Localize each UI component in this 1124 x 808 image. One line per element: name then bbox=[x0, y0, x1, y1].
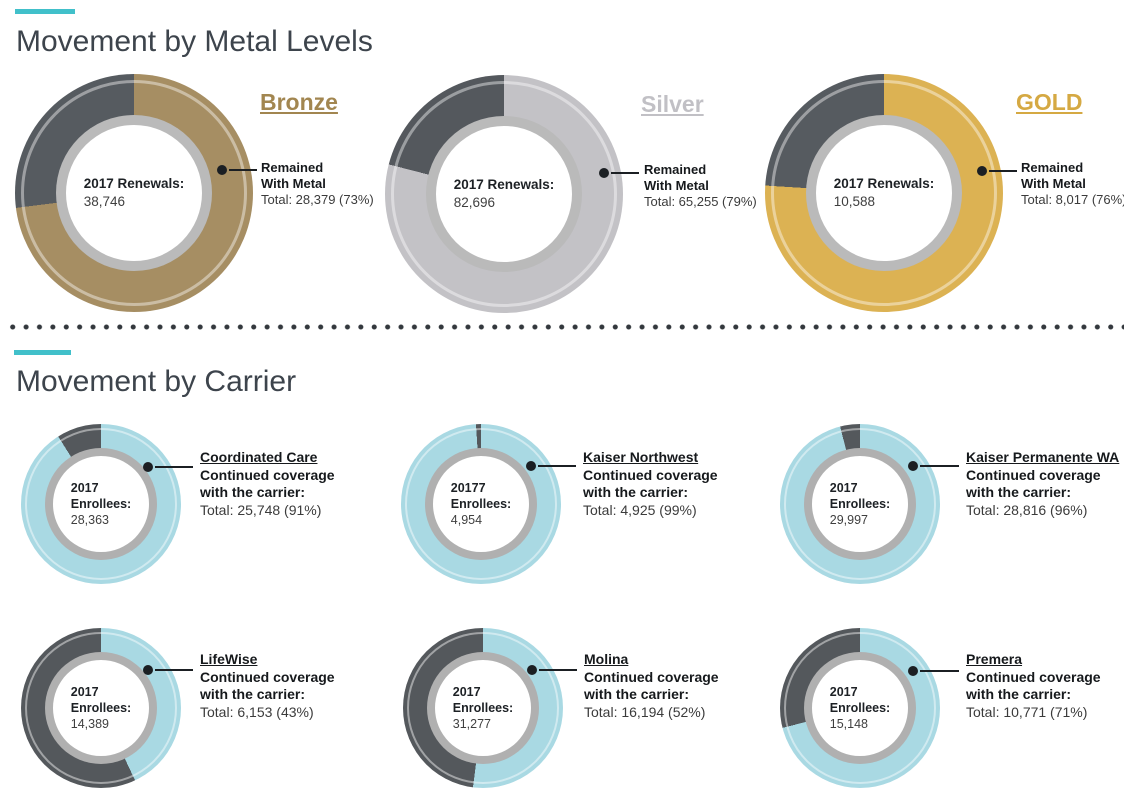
bronze-callout-dot-icon bbox=[217, 165, 227, 175]
premera-center-label: 2017 Enrollees: 15,148 bbox=[829, 685, 891, 731]
kaiser-permanente-wa-callout-dot-icon bbox=[908, 461, 918, 471]
section2-accent-bar bbox=[14, 350, 71, 355]
lifewise-callout-line bbox=[155, 669, 193, 671]
lifewise-callout-text: LifeWise Continued coverage with the car… bbox=[200, 651, 335, 720]
silver-label: Silver bbox=[641, 91, 704, 117]
kaiser-northwest-donut-chart: 20177 Enrollees: 4,954 bbox=[401, 424, 561, 584]
bronze-donut-chart: 2017 Renewals: 38,746 bbox=[15, 74, 253, 312]
kaiser-permanente-wa-center-label: 2017 Enrollees: 29,997 bbox=[829, 481, 891, 527]
coordinated-care-callout-line bbox=[155, 466, 193, 468]
bronze-center-label: 2017 Renewals: 38,746 bbox=[83, 176, 185, 209]
kaiser-northwest-center-label: 20177 Enrollees: 4,954 bbox=[450, 481, 512, 527]
lifewise-center-label: 2017 Enrollees: 14,389 bbox=[70, 685, 132, 731]
bronze-label: Bronze bbox=[260, 89, 338, 115]
molina-callout-dot-icon bbox=[527, 665, 537, 675]
section1-accent-bar bbox=[15, 9, 75, 14]
coordinated-care-center-label: 2017 Enrollees: 28,363 bbox=[70, 481, 132, 527]
lifewise-callout-dot-icon bbox=[143, 665, 153, 675]
premera-donut-chart: 2017 Enrollees: 15,148 bbox=[780, 628, 940, 788]
gold-donut-chart: 2017 Renewals: 10,588 bbox=[765, 74, 1003, 312]
kaiser-permanente-wa-callout-text: Kaiser Permanente WA Continued coverage … bbox=[966, 449, 1120, 518]
premera-callout-text: Premera Continued coverage with the carr… bbox=[966, 651, 1101, 720]
silver-donut-chart: 2017 Renewals: 82,696 bbox=[385, 75, 623, 313]
section1-title: Movement by Metal Levels bbox=[16, 25, 373, 58]
coordinated-care-donut-chart: 2017 Enrollees: 28,363 bbox=[21, 424, 181, 584]
molina-callout-line bbox=[539, 669, 577, 671]
dotted-divider bbox=[6, 324, 1124, 330]
gold-callout-dot-icon bbox=[977, 166, 987, 176]
gold-center-label: 2017 Renewals: 10,588 bbox=[833, 176, 935, 209]
premera-callout-line bbox=[920, 670, 959, 672]
kaiser-northwest-callout-line bbox=[538, 465, 576, 467]
molina-center-label: 2017 Enrollees: 31,277 bbox=[452, 685, 514, 731]
silver-callout-dot-icon bbox=[599, 168, 609, 178]
gold-label: GOLD bbox=[1016, 89, 1083, 115]
silver-center-label: 2017 Renewals: 82,696 bbox=[453, 177, 555, 210]
bronze-callout-text: Remained With Metal Total: 28,379 (73%) bbox=[261, 160, 374, 207]
silver-callout-line bbox=[611, 172, 639, 174]
lifewise-donut-chart: 2017 Enrollees: 14,389 bbox=[21, 628, 181, 788]
coordinated-care-callout-dot-icon bbox=[143, 462, 153, 472]
kaiser-permanente-wa-donut-chart: 2017 Enrollees: 29,997 bbox=[780, 424, 940, 584]
kaiser-northwest-callout-dot-icon bbox=[526, 461, 536, 471]
silver-callout-text: Remained With Metal Total: 65,255 (79%) bbox=[644, 162, 757, 209]
kaiser-northwest-callout-text: Kaiser Northwest Continued coverage with… bbox=[583, 449, 718, 518]
molina-donut-chart: 2017 Enrollees: 31,277 bbox=[403, 628, 563, 788]
premera-callout-dot-icon bbox=[908, 666, 918, 676]
molina-callout-text: Molina Continued coverage with the carri… bbox=[584, 651, 719, 720]
gold-callout-line bbox=[989, 170, 1017, 172]
bronze-callout-line bbox=[229, 169, 257, 171]
gold-callout-text: Remained With Metal Total: 8,017 (76%) bbox=[1021, 160, 1124, 207]
coordinated-care-callout-text: Coordinated Care Continued coverage with… bbox=[200, 449, 335, 518]
kaiser-permanente-wa-callout-line bbox=[920, 465, 959, 467]
section2-title: Movement by Carrier bbox=[16, 365, 297, 398]
